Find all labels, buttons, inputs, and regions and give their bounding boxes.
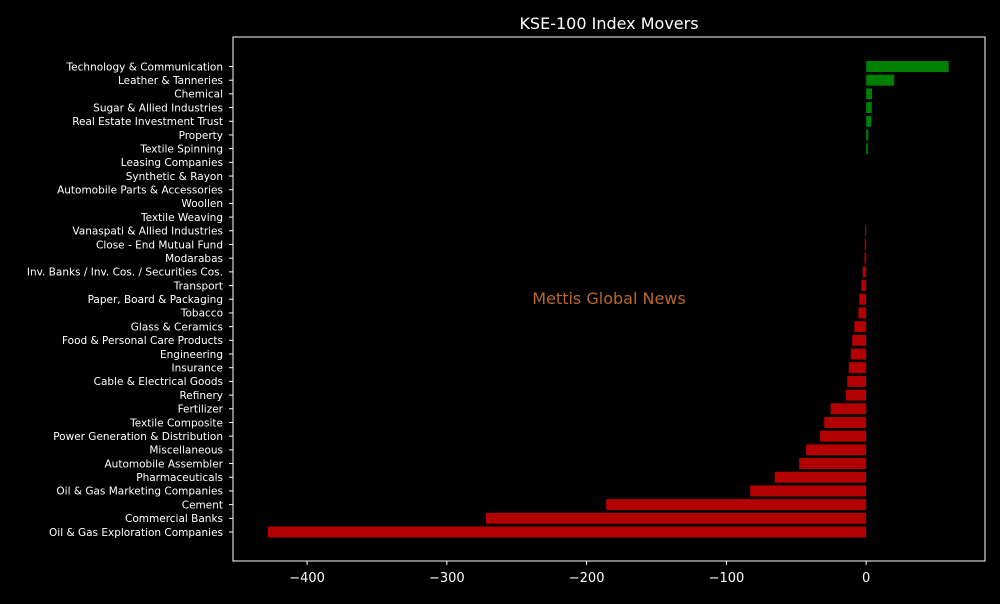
category-label: Oil & Gas Marketing Companies bbox=[56, 486, 223, 498]
bar bbox=[866, 61, 949, 72]
category-label: Oil & Gas Exploration Companies bbox=[49, 527, 223, 539]
bar bbox=[847, 375, 867, 387]
category-label: Sugar & Allied Industries bbox=[93, 102, 223, 114]
bar bbox=[866, 115, 872, 127]
category-label: Modarabas bbox=[165, 253, 223, 265]
category-label: Pharmaceuticals bbox=[136, 472, 223, 484]
bar bbox=[866, 102, 872, 114]
bars-group bbox=[267, 61, 949, 538]
category-label: Chemical bbox=[174, 89, 223, 101]
category-label: Synthetic & Rayon bbox=[126, 171, 223, 183]
bar bbox=[866, 143, 868, 155]
bar bbox=[861, 280, 867, 292]
category-label: Engineering bbox=[160, 349, 223, 361]
category-label: Insurance bbox=[171, 363, 223, 375]
bar bbox=[824, 416, 867, 428]
bar bbox=[852, 334, 867, 346]
watermark-text: Mettis Global News bbox=[532, 289, 685, 308]
bar bbox=[859, 293, 867, 305]
category-label: Commercial Banks bbox=[125, 513, 223, 525]
category-label: Power Generation & Distribution bbox=[53, 431, 223, 443]
x-ticks: −400 −300 −200 −100 0 bbox=[289, 561, 870, 586]
category-label: Transport bbox=[173, 280, 223, 292]
bar bbox=[806, 444, 867, 456]
x-tick-label: −200 bbox=[569, 571, 605, 586]
x-tick-label: −300 bbox=[429, 571, 465, 586]
category-label: Tobacco bbox=[180, 308, 223, 320]
bar bbox=[866, 74, 895, 86]
category-label: Miscellaneous bbox=[149, 445, 223, 457]
category-label: Woollen bbox=[181, 198, 223, 210]
bar bbox=[866, 88, 873, 100]
bar bbox=[865, 225, 867, 237]
category-label: Close - End Mutual Fund bbox=[96, 239, 223, 251]
category-label: Cable & Electrical Goods bbox=[94, 376, 223, 388]
category-label: Cement bbox=[182, 499, 223, 511]
category-label: Food & Personal Care Products bbox=[62, 335, 223, 347]
category-label: Textile Spinning bbox=[139, 143, 223, 155]
bar bbox=[854, 321, 867, 333]
category-labels: Technology & Communication Leather & Tann… bbox=[27, 61, 224, 539]
category-label: Refinery bbox=[179, 390, 223, 402]
category-label: Leather & Tanneries bbox=[118, 75, 223, 87]
category-label: Inv. Banks / Inv. Cos. / Securities Cos. bbox=[27, 267, 223, 279]
x-tick-label: 0 bbox=[862, 571, 870, 586]
bar bbox=[866, 129, 869, 141]
bar bbox=[864, 252, 867, 264]
plot-frame bbox=[232, 36, 986, 562]
category-label: Property bbox=[179, 130, 223, 142]
category-label: Technology & Communication bbox=[66, 61, 223, 73]
bar bbox=[848, 362, 867, 374]
bar bbox=[750, 485, 867, 497]
category-label: Glass & Ceramics bbox=[131, 321, 223, 333]
y-ticks bbox=[229, 66, 233, 533]
bar bbox=[862, 266, 867, 278]
bar bbox=[864, 239, 867, 250]
bar bbox=[774, 471, 867, 483]
category-label: Paper, Board & Packaging bbox=[88, 294, 223, 306]
category-label: Real Estate Investment Trust bbox=[72, 116, 223, 128]
bar bbox=[606, 499, 867, 511]
bar bbox=[850, 348, 867, 360]
bar bbox=[799, 458, 867, 470]
x-tick-label: −100 bbox=[709, 571, 745, 586]
chart-title: KSE-100 Index Movers bbox=[519, 14, 698, 33]
category-label: Automobile Assembler bbox=[105, 458, 224, 470]
bar bbox=[845, 389, 867, 401]
category-label: Leasing Companies bbox=[121, 157, 223, 169]
x-tick-label: −400 bbox=[289, 571, 325, 586]
category-label: Automobile Parts & Accessories bbox=[57, 185, 223, 197]
bar bbox=[858, 307, 867, 319]
category-label: Textile Composite bbox=[129, 417, 223, 429]
category-label: Vanaspati & Allied Industries bbox=[72, 226, 223, 238]
category-label: Textile Weaving bbox=[140, 212, 223, 224]
bar bbox=[267, 526, 867, 538]
bar bbox=[820, 430, 867, 442]
bar bbox=[830, 403, 867, 415]
category-label: Fertilizer bbox=[178, 404, 224, 416]
bar bbox=[486, 512, 867, 524]
